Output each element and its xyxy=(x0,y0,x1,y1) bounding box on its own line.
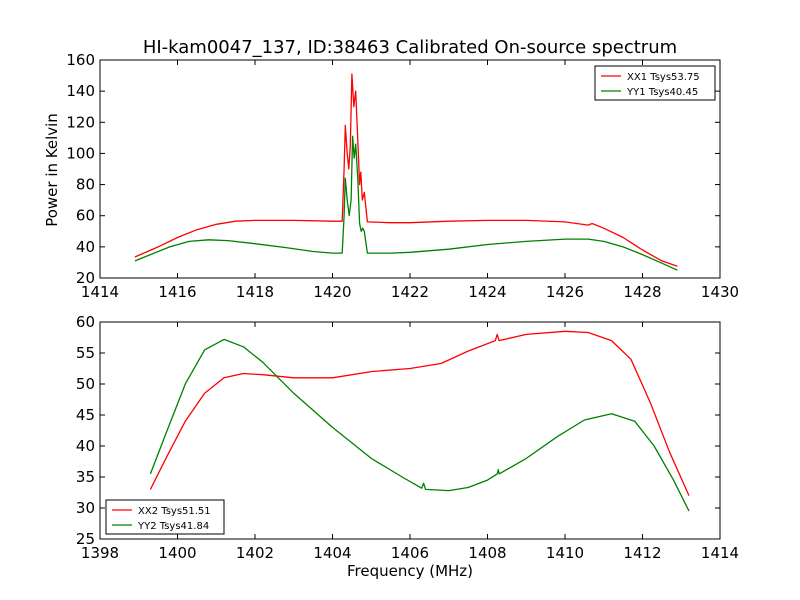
legend-box xyxy=(594,65,716,101)
y-tick-label: 55 xyxy=(76,344,95,362)
x-tick-label: 1430 xyxy=(701,283,739,301)
legend-entry: YY1 Tsys40.45 xyxy=(626,87,698,98)
x-tick-label: 1398 xyxy=(81,544,119,562)
y-tick-label: 120 xyxy=(66,113,95,131)
x-tick-label: 1418 xyxy=(236,283,274,301)
x-tick-label: 1412 xyxy=(623,544,661,562)
y-tick-label: 25 xyxy=(76,530,95,548)
legend-box xyxy=(105,499,225,535)
y-tick-label: 35 xyxy=(76,468,95,486)
series-line-2-2 xyxy=(149,338,690,512)
legend-entry: XX1 Tsys53.75 xyxy=(627,72,700,83)
x-tick-label: 1410 xyxy=(546,544,584,562)
top-panel: 1414 1416 1418 1420 1422 1424 1426 1428 1430 20 40… xyxy=(66,51,739,301)
y-tick-label: 60 xyxy=(76,207,95,225)
y-tick-label: 40 xyxy=(76,238,95,256)
x-tick-label: 1400 xyxy=(158,544,196,562)
y-tick-label: 60 xyxy=(76,313,95,331)
x-tick-label: 1414 xyxy=(701,544,739,562)
y-tick-label: 80 xyxy=(76,176,95,194)
y-tick-label: 40 xyxy=(76,437,95,455)
x-tick-label: 1408 xyxy=(468,544,506,562)
series-line-1-2 xyxy=(134,135,678,271)
chart-title: HI-kam0047_137, ID:38463 Calibrated On-s… xyxy=(143,37,677,58)
x-tick-label: 1404 xyxy=(313,544,351,562)
x-tick-label: 1406 xyxy=(391,544,429,562)
x-tick-label: 1422 xyxy=(391,283,429,301)
x-tick-label: 1420 xyxy=(313,283,351,301)
legend-entry: XX2 Tsys51.51 xyxy=(138,506,211,517)
bottom-panel: 1398 1400 1402 1404 1406 1408 1410 1412 1414 25 30… xyxy=(76,313,739,562)
x-tick-label: 1416 xyxy=(158,283,196,301)
series-line-2-1 xyxy=(149,330,690,496)
y-tick-label: 50 xyxy=(76,375,95,393)
legend-entry: YY2 Tsys41.84 xyxy=(137,521,209,532)
x-axis-label: Frequency (MHz) xyxy=(347,562,473,580)
y-tick-label: 30 xyxy=(76,499,95,517)
x-tick-label: 1414 xyxy=(81,283,119,301)
y-axis-label: Power in Kelvin xyxy=(43,113,61,227)
y-tick-label: 45 xyxy=(76,406,95,424)
y-tick-label: 20 xyxy=(76,269,95,287)
series-line-1-1 xyxy=(134,73,678,267)
y-tick-label: 160 xyxy=(66,51,95,69)
x-tick-label: 1426 xyxy=(546,283,584,301)
y-tick-label: 140 xyxy=(66,82,95,100)
x-tick-label: 1402 xyxy=(236,544,274,562)
x-tick-label: 1428 xyxy=(623,283,661,301)
x-tick-label: 1424 xyxy=(468,283,506,301)
y-tick-label: 100 xyxy=(66,144,95,162)
